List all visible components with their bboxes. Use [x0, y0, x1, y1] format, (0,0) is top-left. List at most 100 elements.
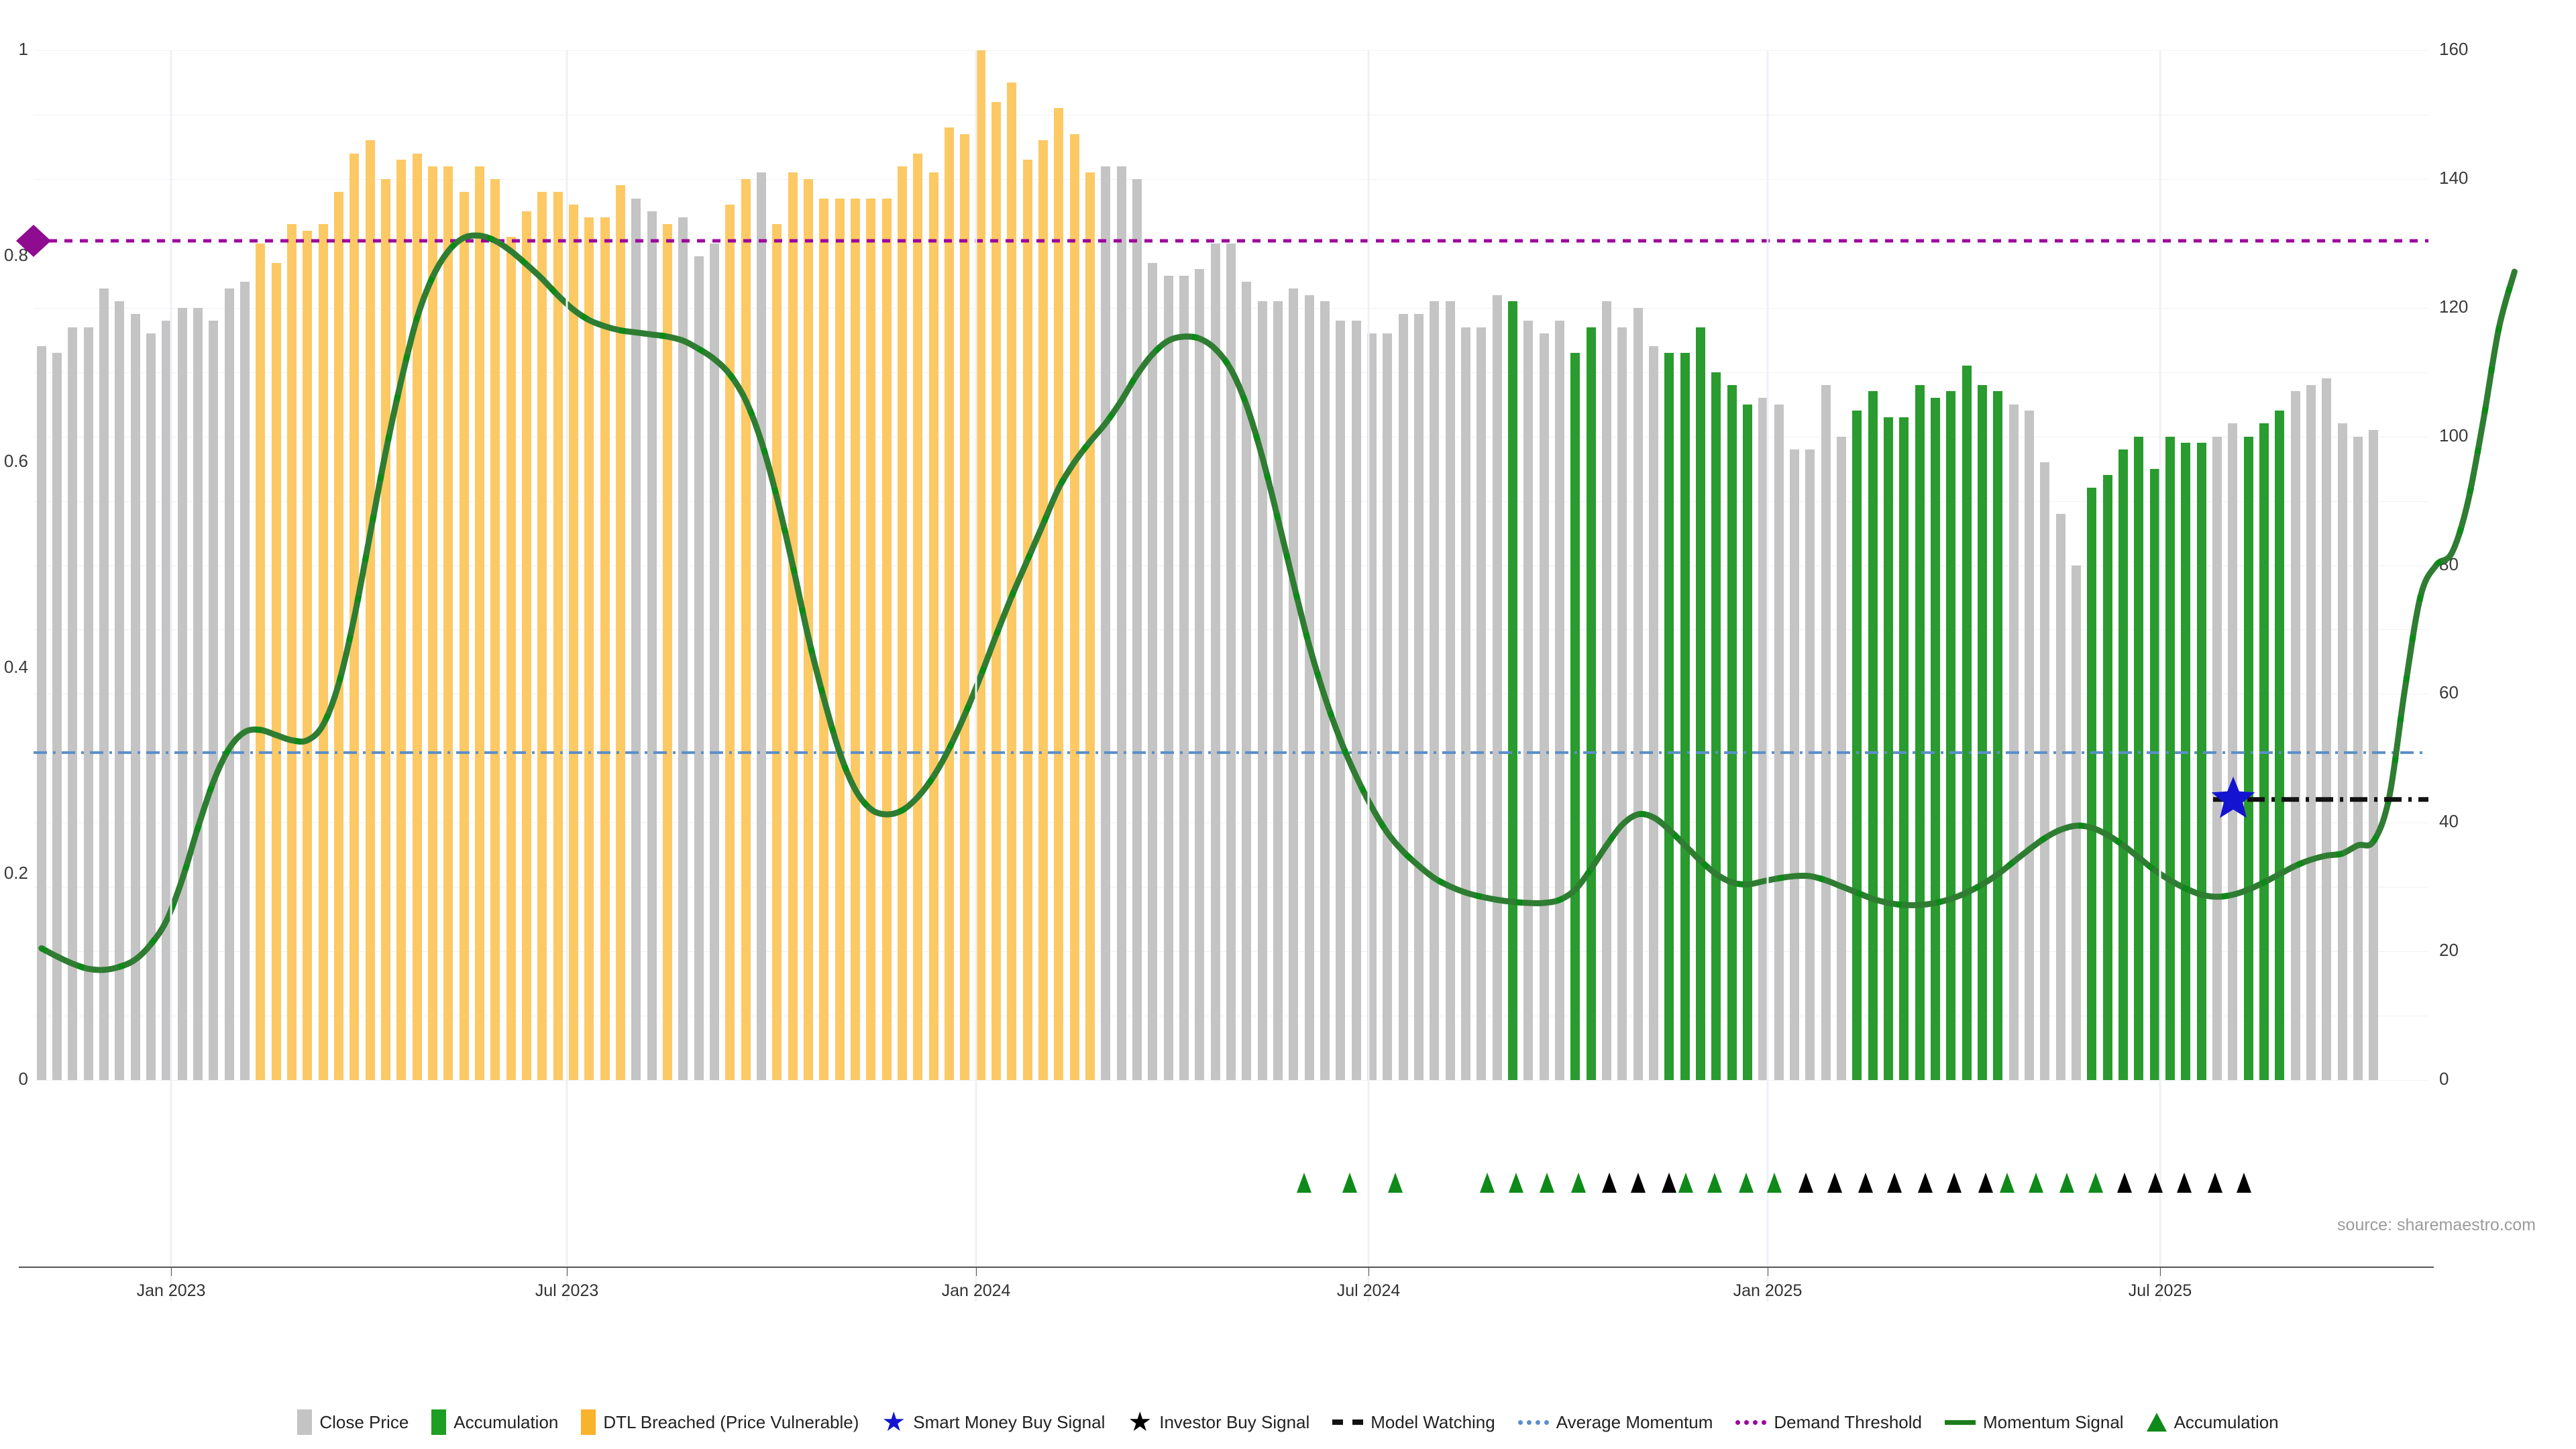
bar-gray[interactable] [2322, 378, 2332, 1080]
legend-item[interactable]: Close Price [297, 1409, 409, 1435]
accumulation-triangle-icon[interactable] [2088, 1173, 2103, 1193]
bar-gray[interactable] [68, 327, 78, 1080]
legend-item[interactable]: DTL Breached (Price Vulnerable) [581, 1409, 859, 1435]
bar-green[interactable] [1978, 384, 1987, 1080]
bar-orange[interactable] [616, 185, 625, 1080]
bar-gray[interactable] [2072, 565, 2081, 1080]
bar-orange[interactable] [584, 217, 594, 1080]
bar-green[interactable] [1680, 352, 1690, 1080]
bar-orange[interactable] [412, 153, 422, 1080]
bar-orange[interactable] [569, 205, 578, 1080]
investor-buy-triangle-icon[interactable] [1798, 1173, 1813, 1193]
bar-gray[interactable] [1633, 307, 1643, 1080]
bar-orange[interactable] [490, 178, 500, 1080]
bar-orange[interactable] [960, 133, 970, 1080]
bar-green[interactable] [1743, 404, 1752, 1080]
bar-gray[interactable] [1790, 449, 1799, 1080]
investor-buy-triangle-icon[interactable] [2208, 1173, 2223, 1193]
bar-green[interactable] [2165, 436, 2175, 1080]
bar-green[interactable] [2275, 411, 2285, 1080]
bar-green[interactable] [1962, 366, 1972, 1080]
bar-green[interactable] [2181, 443, 2191, 1080]
bar-green[interactable] [2118, 449, 2128, 1080]
investor-buy-triangle-icon[interactable] [1947, 1173, 1962, 1193]
accumulation-triangle-icon[interactable] [1296, 1173, 1311, 1193]
bar-gray[interactable] [1383, 333, 1393, 1080]
bar-orange[interactable] [788, 172, 798, 1080]
bar-gray[interactable] [2040, 462, 2050, 1080]
smart-money-buy-star-icon[interactable] [2211, 776, 2255, 818]
bar-gray[interactable] [2306, 384, 2316, 1080]
investor-buy-triangle-icon[interactable] [1630, 1173, 1646, 1193]
bar-gray[interactable] [1179, 275, 1189, 1080]
bar-gray[interactable] [2008, 404, 2019, 1080]
bar-orange[interactable] [506, 237, 516, 1080]
accumulation-triangle-icon[interactable] [1342, 1173, 1357, 1193]
bar-gray[interactable] [2055, 513, 2065, 1080]
bar-gray[interactable] [240, 282, 250, 1080]
bar-gray[interactable] [1304, 294, 1314, 1080]
bar-orange[interactable] [428, 166, 437, 1080]
bar-green[interactable] [2196, 443, 2206, 1080]
accumulation-triangle-icon[interactable] [1767, 1173, 1782, 1193]
bar-gray[interactable] [1523, 320, 1534, 1080]
bar-orange[interactable] [443, 166, 453, 1080]
legend-item[interactable]: Accumulation [431, 1409, 558, 1435]
bar-gray[interactable] [2025, 411, 2034, 1080]
bar-gray[interactable] [193, 307, 203, 1080]
bar-green[interactable] [1852, 411, 1862, 1080]
bar-gray[interactable] [1758, 398, 1768, 1080]
bar-gray[interactable] [146, 333, 156, 1080]
legend-item[interactable]: Accumulation [2146, 1412, 2279, 1433]
bar-gray[interactable] [1226, 243, 1236, 1080]
bar-gray[interactable] [99, 288, 109, 1080]
bar-orange[interactable] [725, 205, 735, 1080]
bar-orange[interactable] [1069, 133, 1079, 1080]
bar-green[interactable] [1993, 391, 2003, 1080]
bar-orange[interactable] [271, 262, 281, 1080]
bar-gray[interactable] [1649, 346, 1658, 1080]
legend-item[interactable]: Momentum Signal [1945, 1412, 2124, 1433]
investor-buy-triangle-icon[interactable] [1918, 1173, 1933, 1193]
bar-gray[interactable] [1351, 320, 1361, 1080]
bar-orange[interactable] [1085, 172, 1095, 1080]
bar-green[interactable] [1899, 417, 1909, 1080]
bar-green[interactable] [1508, 301, 1517, 1080]
bar-gray[interactable] [1492, 294, 1502, 1080]
bar-gray[interactable] [1774, 404, 1784, 1080]
accumulation-triangle-icon[interactable] [1508, 1173, 1523, 1193]
bar-green[interactable] [1884, 417, 1893, 1080]
accumulation-triangle-icon[interactable] [1738, 1173, 1754, 1193]
bar-gray[interactable] [1273, 301, 1283, 1080]
investor-buy-triangle-icon[interactable] [2176, 1173, 2192, 1193]
accumulation-triangle-icon[interactable] [2028, 1173, 2043, 1193]
accumulation-triangle-icon[interactable] [1479, 1173, 1495, 1193]
bar-orange[interactable] [459, 192, 469, 1080]
bar-gray[interactable] [1837, 436, 1846, 1080]
investor-buy-triangle-icon[interactable] [2148, 1173, 2163, 1193]
bar-gray[interactable] [710, 243, 719, 1080]
accumulation-triangle-icon[interactable] [1570, 1173, 1586, 1193]
bar-green[interactable] [2102, 475, 2112, 1080]
bar-gray[interactable] [1805, 449, 1815, 1080]
bar-orange[interactable] [945, 127, 954, 1080]
bar-orange[interactable] [913, 153, 923, 1080]
bar-orange[interactable] [1022, 160, 1032, 1080]
bar-gray[interactable] [2369, 430, 2379, 1080]
bar-orange[interactable] [851, 198, 860, 1080]
bar-orange[interactable] [866, 198, 876, 1080]
legend-item[interactable]: ★ Smart Money Buy Signal [881, 1409, 1105, 1436]
bar-gray[interactable] [2353, 436, 2363, 1080]
bar-green[interactable] [1711, 372, 1721, 1080]
bar-orange[interactable] [1007, 82, 1017, 1080]
bar-green[interactable] [1696, 327, 1705, 1080]
bar-green[interactable] [1946, 391, 1956, 1080]
bar-orange[interactable] [881, 198, 892, 1080]
bar-gray[interactable] [694, 256, 704, 1080]
bar-gray[interactable] [1163, 275, 1173, 1080]
legend-item[interactable]: Demand Threshold [1735, 1412, 1922, 1433]
investor-buy-triangle-icon[interactable] [2237, 1173, 2252, 1193]
bar-orange[interactable] [600, 217, 610, 1080]
bar-gray[interactable] [1210, 243, 1220, 1080]
investor-buy-triangle-icon[interactable] [2116, 1173, 2132, 1193]
